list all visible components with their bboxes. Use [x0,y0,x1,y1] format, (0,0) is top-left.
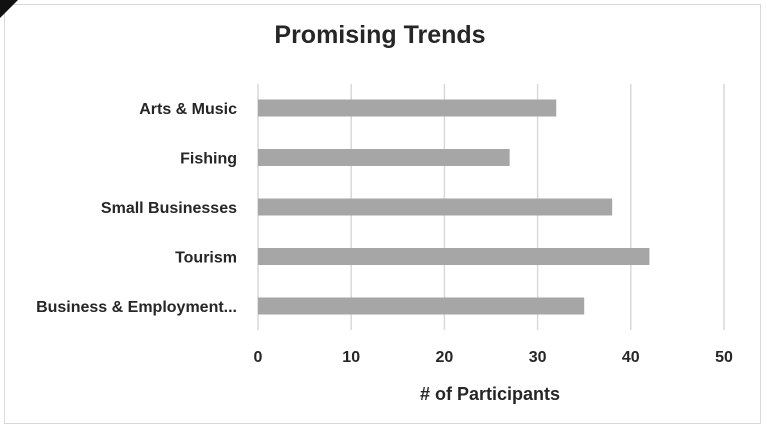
x-tick-label: 20 [436,349,454,366]
x-tick-label: 0 [254,349,263,366]
category-labels: Arts & Music Fishing Small Businesses Touri… [36,101,237,316]
category-label: Fishing [180,151,237,168]
category-label: Arts & Music [139,101,237,118]
x-tick-label: 50 [715,349,733,366]
bar [258,198,613,216]
x-tick-label: 10 [342,349,360,366]
chart-frame [4,4,761,424]
bar [258,99,557,117]
corner-mark [0,0,18,18]
x-tick-label: 40 [622,349,640,366]
bars [258,99,650,315]
x-axis-label: # of Participants [420,384,560,404]
bar [258,149,510,166]
x-tick-labels: 0 10 20 30 40 50 [254,349,733,366]
category-label: Business & Employment... [36,299,237,316]
category-label: Small Businesses [101,200,237,217]
chart-title: Promising Trends [274,21,485,49]
bar [258,248,650,265]
category-label: Tourism [175,250,237,267]
x-tick-label: 30 [529,349,547,366]
bar [258,297,585,315]
